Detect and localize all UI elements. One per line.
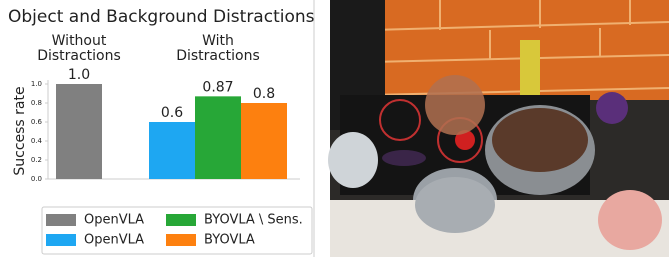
y-tick-label: 1.0 (31, 80, 42, 88)
legend-label: OpenVLA (84, 233, 144, 248)
bar (195, 96, 241, 179)
value-label: 0.87 (202, 79, 233, 95)
photo (328, 0, 669, 257)
bar (56, 84, 102, 179)
legend-label: BYOVLA \ Sens. (204, 213, 303, 228)
value-label: 1.0 (68, 67, 90, 83)
legend-swatch (46, 234, 76, 246)
legend-swatch (166, 234, 196, 246)
chart-title: Object and Background Distractions (8, 7, 315, 27)
bar (149, 122, 195, 179)
y-tick-label: 0.8 (31, 99, 42, 107)
y-tick-label: 0.2 (31, 156, 42, 164)
legend-swatch (166, 214, 196, 226)
legend-swatch (46, 214, 76, 226)
bar (241, 103, 287, 179)
category-label: With Distractions (163, 34, 273, 64)
value-label: 0.6 (161, 105, 183, 121)
value-label: 0.8 (253, 86, 275, 102)
y-tick-label: 0.4 (31, 137, 43, 145)
y-axis-label: Success rate (12, 86, 28, 175)
y-tick-label: 0.6 (31, 118, 43, 126)
legend-label: BYOVLA (204, 233, 255, 248)
page: Object and Background Distractions Succe… (0, 0, 669, 257)
category-label: Without Distractions (24, 34, 134, 64)
y-tick-label: 0.0 (31, 175, 42, 183)
legend-label: OpenVLA (84, 213, 144, 228)
